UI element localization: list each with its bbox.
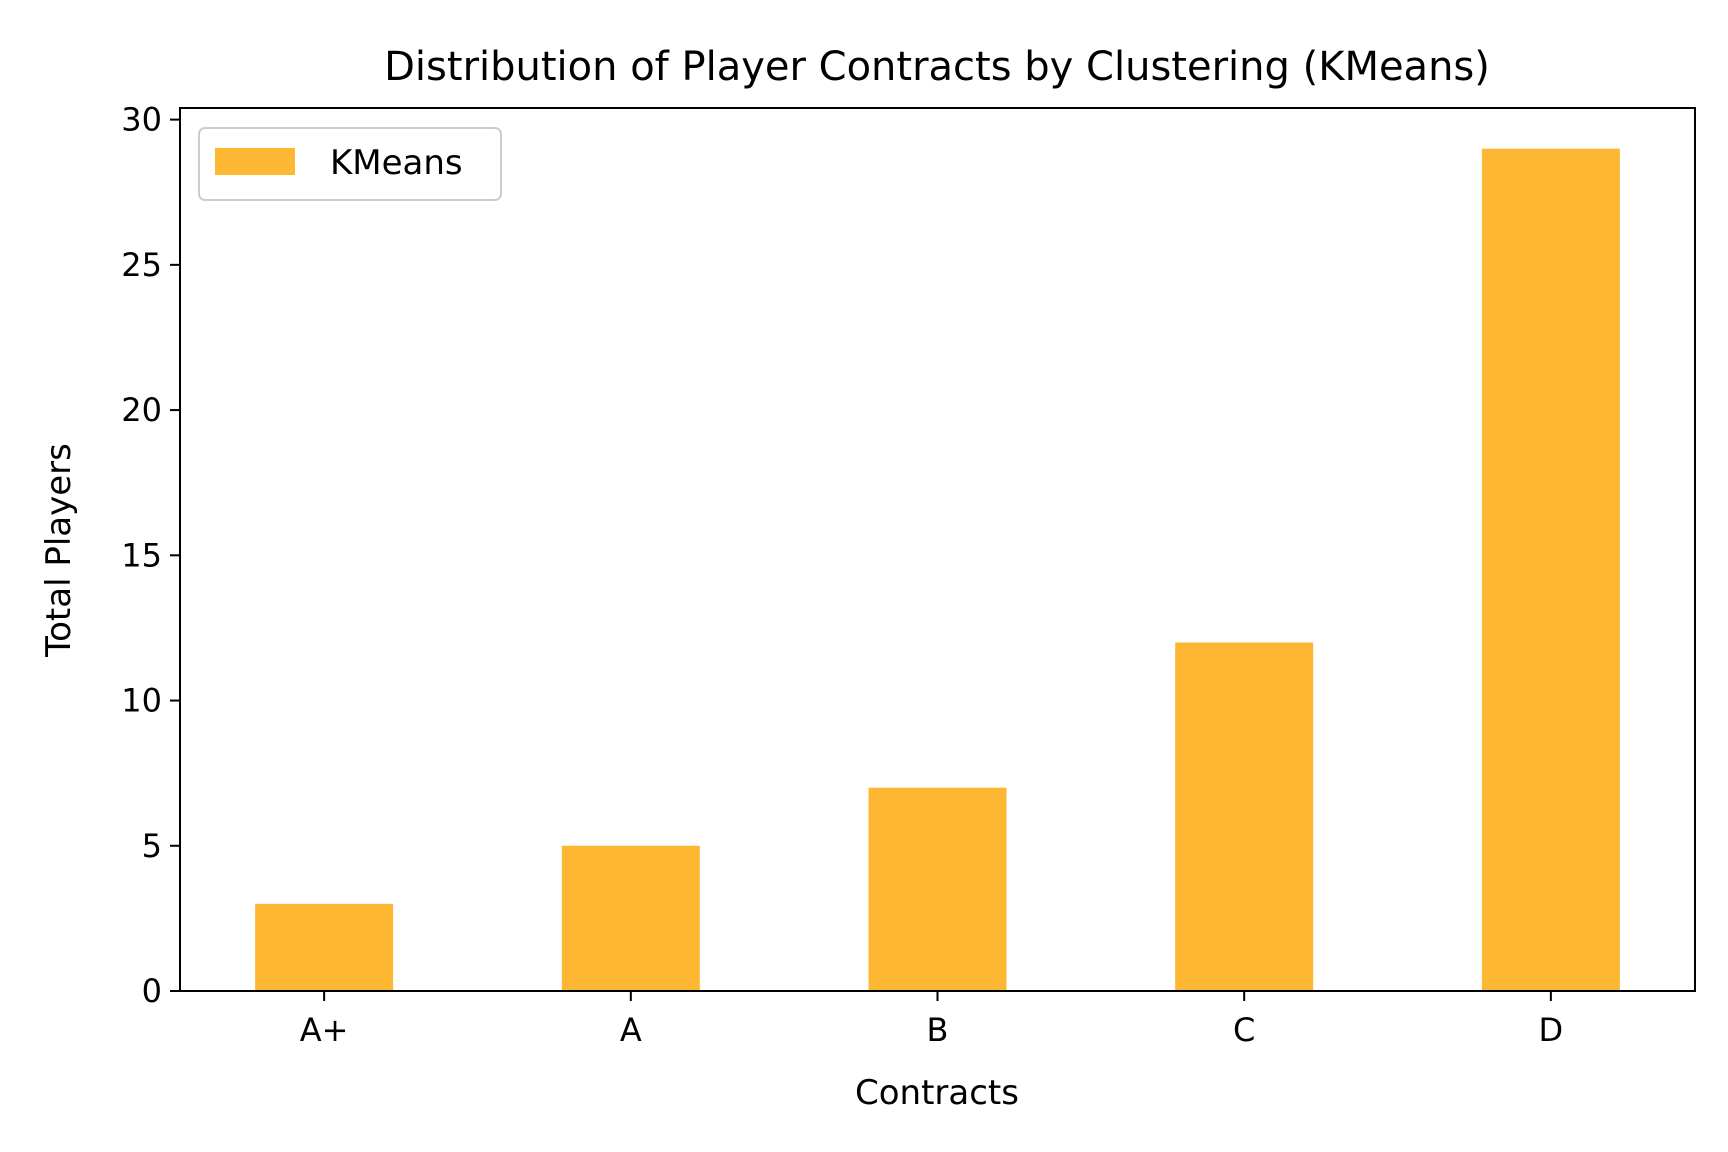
x-tick-label: C: [1233, 1011, 1255, 1049]
bar-B: [868, 787, 1007, 991]
y-tick-label: 15: [121, 536, 162, 574]
plot-frame: [179, 107, 1696, 992]
legend-swatch: [215, 148, 295, 175]
legend-label: KMeans: [330, 143, 463, 183]
y-tick-label: 0: [142, 972, 162, 1010]
bar-A: [561, 845, 700, 991]
y-tick-label: 25: [121, 246, 162, 284]
x-tick-label: A+: [300, 1011, 349, 1049]
x-tick-label: D: [1539, 1011, 1564, 1049]
bar-A+: [255, 903, 394, 991]
y-tick-label: 30: [121, 101, 162, 139]
x-axis-label: Contracts: [855, 1073, 1019, 1113]
y-axis-label: Total Players: [39, 443, 79, 658]
bar-C: [1175, 642, 1314, 991]
x-axis: A+ A B C D: [300, 991, 1563, 1049]
y-tick-label: 10: [121, 682, 162, 720]
bar-group: [255, 148, 1620, 991]
y-axis: 0 5 10 15 20 25 30: [121, 101, 180, 1010]
x-tick-label: B: [927, 1011, 949, 1049]
bar-D: [1481, 148, 1620, 991]
chart-title: Distribution of Player Contracts by Clus…: [384, 44, 1490, 90]
y-tick-label: 20: [121, 391, 162, 429]
y-tick-label: 5: [142, 827, 162, 865]
legend-box: [198, 127, 502, 201]
x-tick-label: A: [620, 1011, 642, 1049]
plot-area: 0 5 10 15 20 25 30 A+ A B C D: [121, 101, 1696, 1049]
legend: KMeans: [198, 127, 502, 201]
